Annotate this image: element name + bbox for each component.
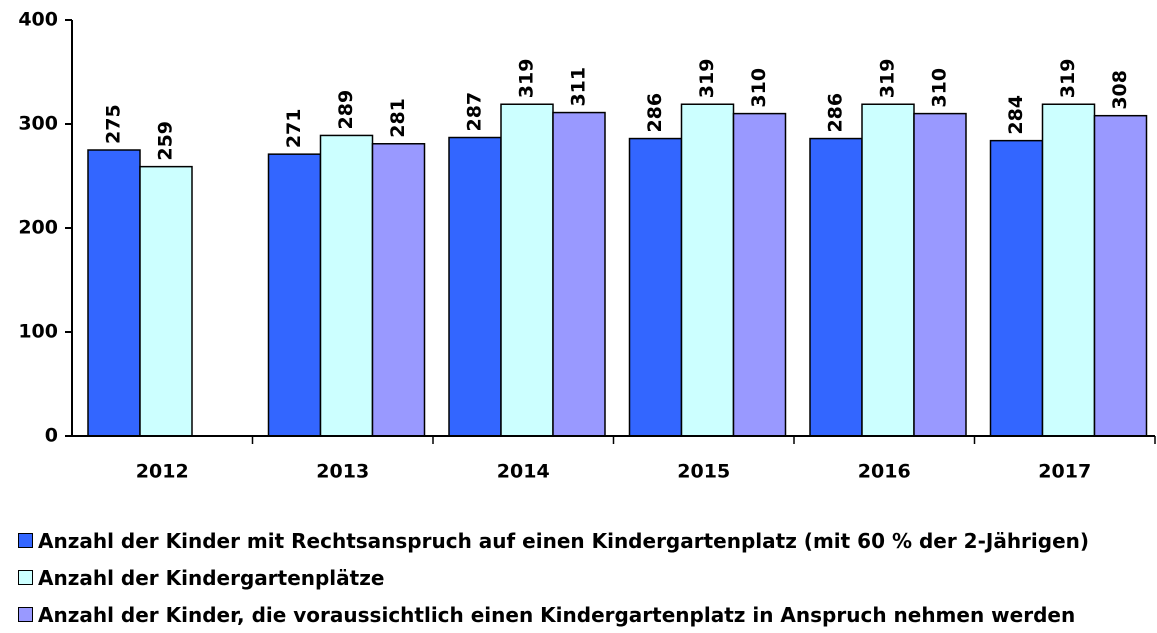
value-label: 289 <box>335 90 357 130</box>
legend-item: Anzahl der Kindergartenplätze <box>18 559 1089 596</box>
value-label: 284 <box>1005 95 1027 135</box>
value-label: 319 <box>696 59 718 99</box>
x-tick-label: 2012 <box>136 461 189 483</box>
value-label: 319 <box>516 59 538 99</box>
legend-item: Anzahl der Kinder mit Rechtsanspruch auf… <box>18 522 1089 559</box>
x-tick-label: 2017 <box>1038 461 1091 483</box>
value-label: 275 <box>103 104 125 144</box>
bar <box>448 136 502 437</box>
bar <box>319 134 374 437</box>
value-label: 287 <box>464 92 486 132</box>
x-tick-label: 2016 <box>858 461 911 483</box>
bar <box>861 103 915 437</box>
y-tick-label: 300 <box>18 113 58 135</box>
bar <box>680 103 735 437</box>
value-label: 311 <box>568 67 590 107</box>
value-label: 319 <box>877 59 899 99</box>
x-tick-label: 2014 <box>497 461 550 483</box>
y-tick-label: 100 <box>18 321 58 343</box>
value-label: 281 <box>387 98 409 138</box>
bar <box>1093 114 1148 437</box>
bar <box>913 112 967 437</box>
bar <box>139 165 193 437</box>
bar <box>87 149 141 437</box>
bar <box>732 112 787 437</box>
value-label: 319 <box>1057 59 1079 99</box>
bar <box>628 137 683 437</box>
bar <box>552 111 606 437</box>
value-label: 271 <box>283 108 305 148</box>
bar <box>500 103 554 437</box>
x-tick-label: 2013 <box>316 461 369 483</box>
bar <box>371 143 426 437</box>
value-label: 286 <box>825 93 847 133</box>
legend-swatch <box>18 533 33 548</box>
bar <box>267 153 322 437</box>
bar <box>1041 103 1096 437</box>
bar <box>809 137 863 437</box>
legend-label: Anzahl der Kinder, die voraussichtlich e… <box>38 602 1076 627</box>
legend-swatch <box>18 570 33 585</box>
value-label: 259 <box>155 121 177 161</box>
legend-item: Anzahl der Kinder, die voraussichtlich e… <box>18 596 1089 633</box>
value-label: 308 <box>1109 70 1131 110</box>
y-tick-label: 400 <box>18 9 58 31</box>
value-label: 310 <box>929 68 951 108</box>
value-label: 310 <box>748 68 770 108</box>
chart: 0 100 200 300 400 2012 275 259 2013 271 289 281 2014… <box>18 9 1156 483</box>
legend-swatch <box>18 607 33 622</box>
legend-label: Anzahl der Kinder mit Rechtsanspruch auf… <box>38 528 1090 553</box>
bar <box>989 139 1044 437</box>
y-tick-label: 0 <box>45 425 58 447</box>
y-tick-label: 200 <box>18 217 58 239</box>
legend-label: Anzahl der Kindergartenplätze <box>38 565 385 590</box>
legend: Anzahl der Kinder mit Rechtsanspruch auf… <box>18 522 1089 633</box>
x-tick-label: 2015 <box>677 461 730 483</box>
value-label: 286 <box>644 93 666 133</box>
